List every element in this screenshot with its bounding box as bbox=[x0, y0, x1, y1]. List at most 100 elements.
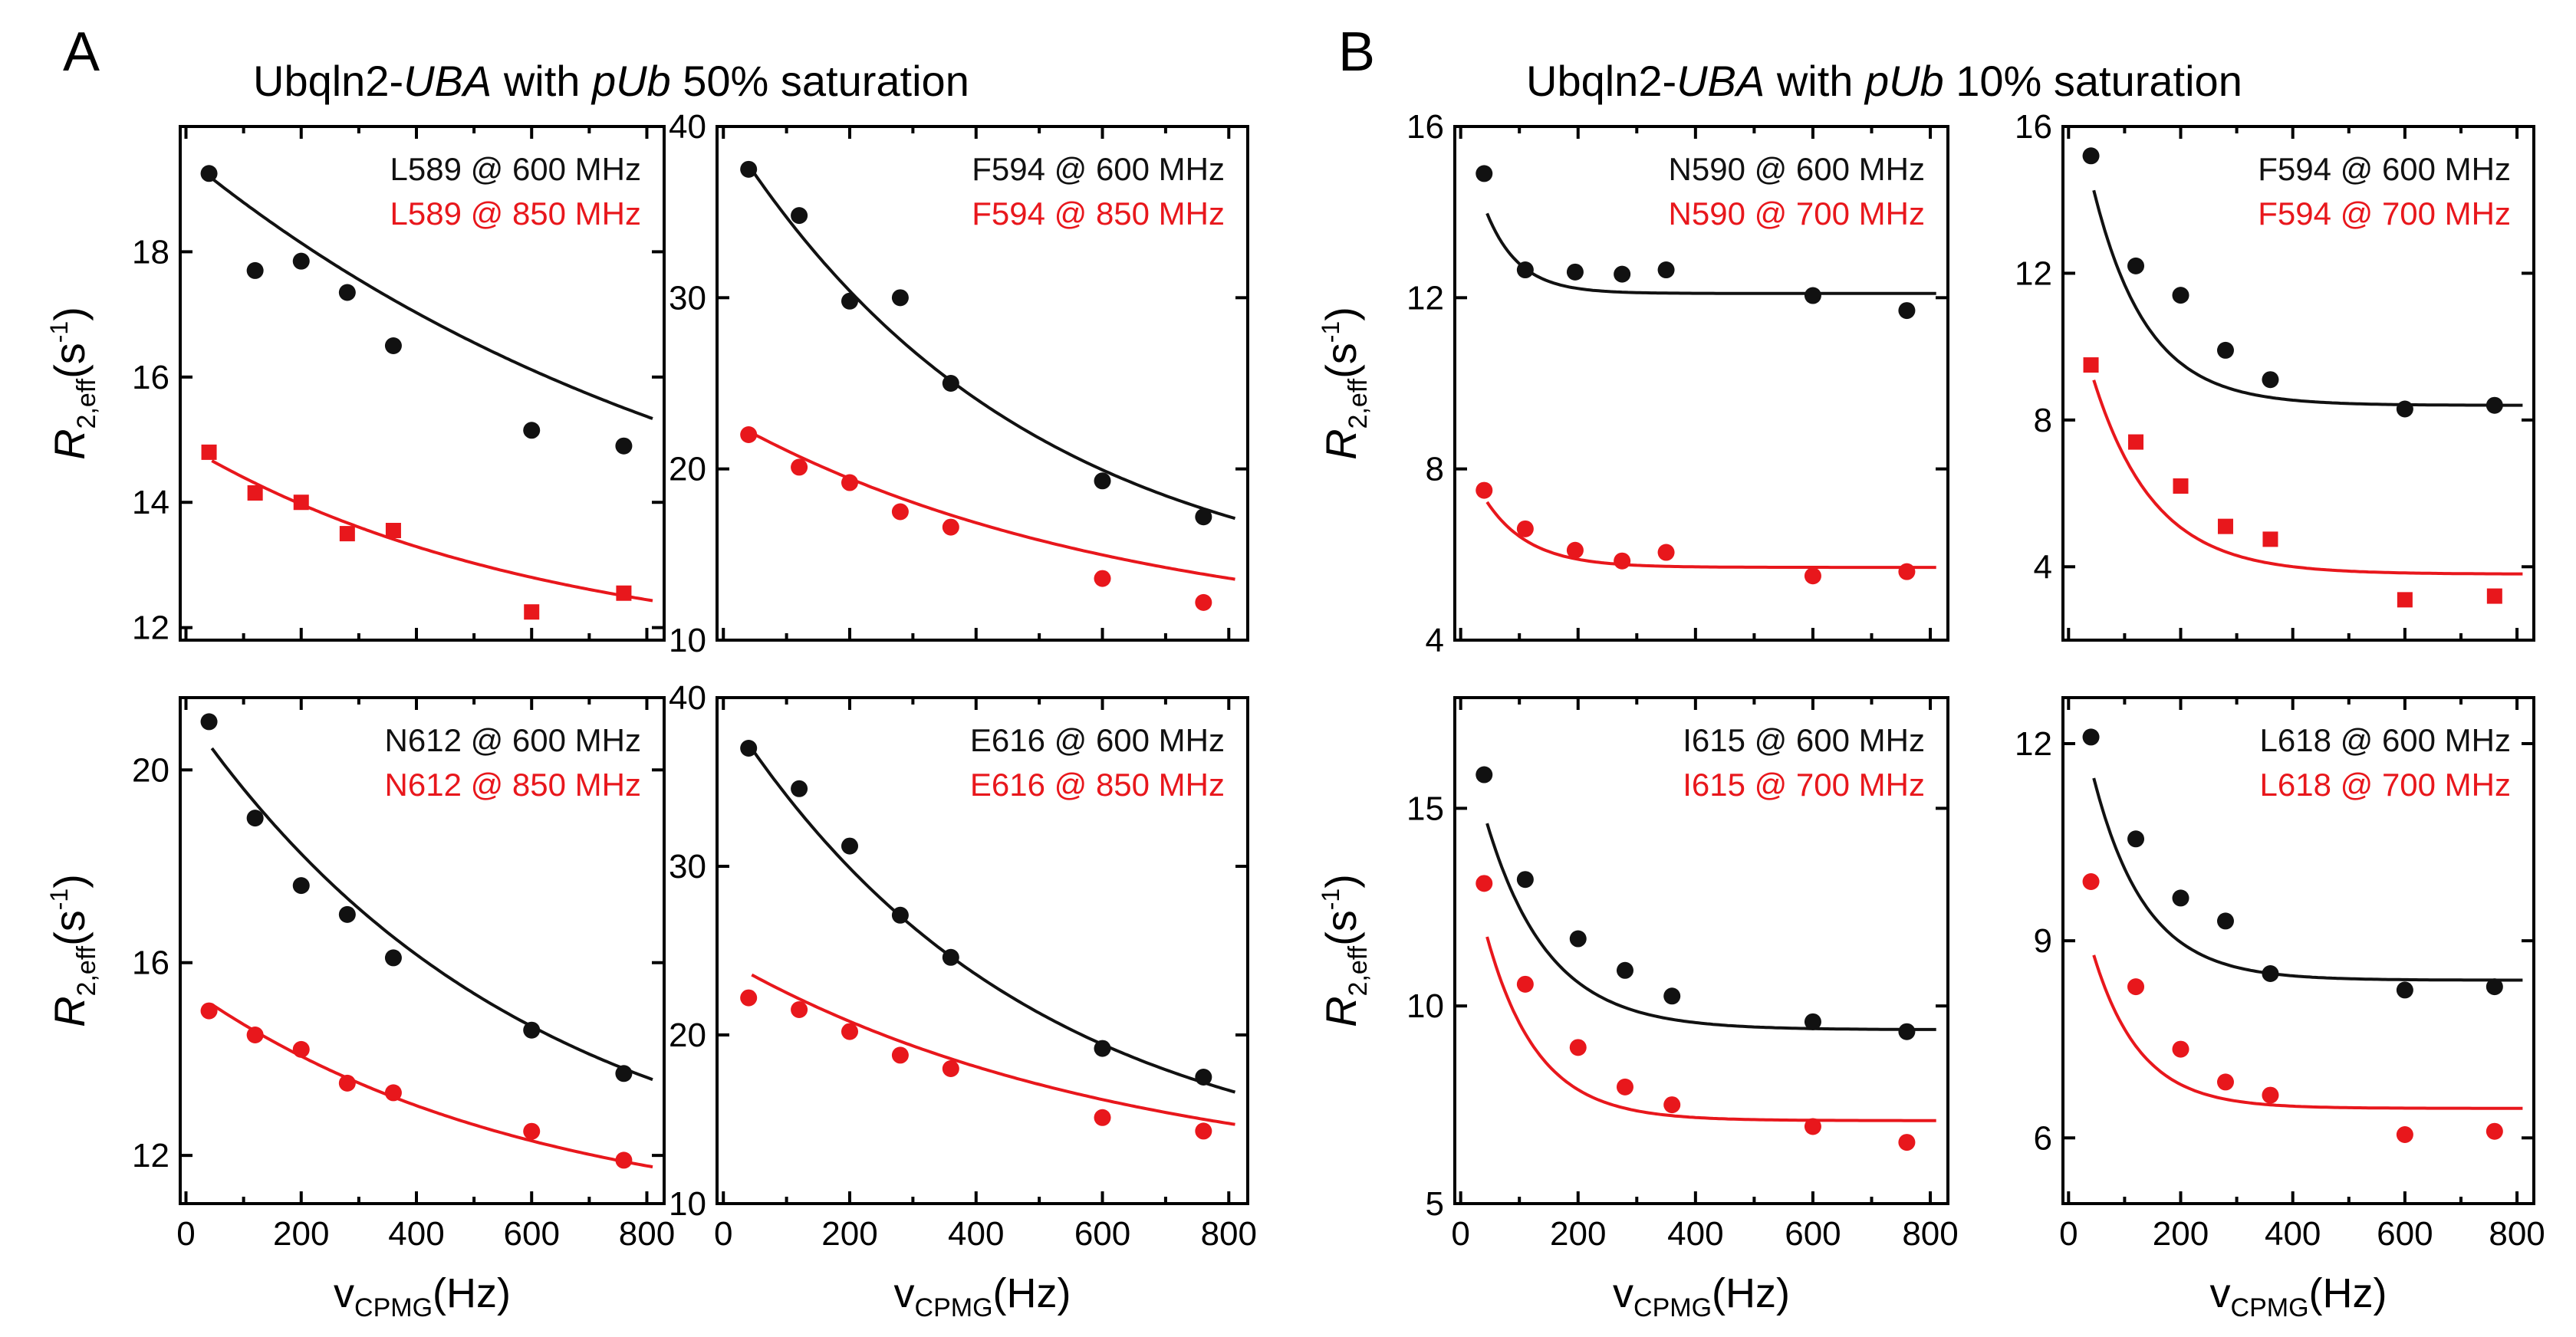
legend-entry: E616 @ 600 MHz bbox=[970, 722, 1225, 758]
x-tick-label: 600 bbox=[1785, 1215, 1841, 1253]
data-point bbox=[293, 494, 309, 511]
y-axis-label: R2,eff(s-1) bbox=[45, 307, 101, 460]
y-tick-label: 10 bbox=[1406, 987, 1444, 1025]
data-point bbox=[615, 1151, 633, 1169]
panel-letter-b: B bbox=[1338, 21, 1375, 83]
data-point bbox=[2396, 1126, 2413, 1143]
legend-entry: N590 @ 600 MHz bbox=[1669, 151, 1925, 187]
subplot-n612-4: 0 200 400 600 800 12 16 20 N612 @ 600 MHz N612 @ … bbox=[45, 696, 675, 1322]
data-point bbox=[246, 810, 264, 827]
data-point bbox=[1657, 261, 1675, 279]
data-point bbox=[523, 1122, 541, 1140]
y-tick-label: 4 bbox=[2034, 548, 2052, 586]
y-tick-label: 12 bbox=[2015, 725, 2052, 763]
data-point bbox=[1566, 263, 1584, 281]
subplot-l589-0: 12 14 16 18 L589 @ 600 MHz L589 @ 850 MHz R2,e… bbox=[45, 125, 666, 647]
y-axis-label-part: R bbox=[45, 429, 94, 459]
data-point bbox=[2397, 592, 2413, 608]
data-point bbox=[2173, 478, 2189, 494]
data-point bbox=[1663, 987, 1681, 1005]
subplot-f594-3: 4 8 12 16 F594 @ 600 MHz F594 @ 700 MHz bbox=[2015, 108, 2535, 642]
data-point bbox=[740, 426, 758, 443]
plot-frame bbox=[2061, 696, 2535, 1205]
data-point bbox=[1614, 552, 1631, 570]
x-tick-label: 600 bbox=[1074, 1215, 1130, 1253]
data-point bbox=[1898, 302, 1916, 320]
x-axis-label-part: v bbox=[1613, 1270, 1633, 1316]
legend-entry: L589 @ 600 MHz bbox=[390, 151, 641, 187]
y-axis-label: R2,eff(s-1) bbox=[45, 874, 101, 1027]
data-point bbox=[841, 292, 858, 310]
panel-title-b: Ubqln2-UBA with pUb 10% saturation bbox=[1526, 57, 2242, 105]
data-point bbox=[523, 1021, 541, 1039]
y-tick-label: 30 bbox=[669, 848, 706, 885]
data-point bbox=[292, 877, 310, 895]
legend-entry: F594 @ 600 MHz bbox=[2258, 151, 2511, 187]
y-axis-label: R2,eff(s-1) bbox=[1317, 307, 1373, 460]
data-point bbox=[1569, 930, 1587, 948]
panel-title-a-uba: UBA bbox=[403, 57, 492, 105]
data-point bbox=[2082, 873, 2100, 890]
data-point bbox=[1898, 1134, 1916, 1151]
data-point bbox=[246, 1027, 264, 1043]
data-point bbox=[339, 526, 355, 542]
data-point bbox=[1476, 165, 1493, 182]
y-axis-label-part: R bbox=[45, 996, 94, 1027]
x-axis-label-part: (Hz) bbox=[1712, 1270, 1790, 1316]
data-point bbox=[1094, 570, 1111, 587]
data-point bbox=[246, 261, 264, 279]
y-tick-label: 40 bbox=[669, 679, 706, 717]
subplot-f594-1: 10 20 30 40 F594 @ 600 MHz F594 @ 850 MHz bbox=[669, 108, 1249, 659]
data-point bbox=[2127, 830, 2145, 848]
y-tick-label: 8 bbox=[2034, 402, 2052, 439]
data-point bbox=[1094, 1040, 1111, 1057]
data-point bbox=[891, 289, 909, 307]
x-tick-label: 400 bbox=[388, 1215, 444, 1253]
y-tick-label: 15 bbox=[1406, 790, 1444, 827]
data-point bbox=[2262, 531, 2278, 547]
panel-title-a-post: 50% saturation bbox=[671, 57, 969, 105]
data-point bbox=[1476, 875, 1493, 892]
y-tick-label: 12 bbox=[1406, 279, 1444, 317]
x-tick-label: 0 bbox=[2059, 1215, 2078, 1253]
legend-entry: E616 @ 850 MHz bbox=[970, 767, 1225, 803]
data-point bbox=[2486, 1122, 2503, 1140]
y-tick-label: 10 bbox=[669, 1185, 706, 1223]
data-point bbox=[2486, 396, 2503, 414]
panel-title-a-pub: pUb bbox=[591, 57, 671, 105]
legend-entry: N590 @ 700 MHz bbox=[1669, 195, 1925, 232]
x-axis-label: vCPMG(Hz) bbox=[894, 1270, 1071, 1322]
data-point bbox=[1195, 1069, 1212, 1086]
plot-frame bbox=[179, 125, 666, 642]
x-tick-label: 0 bbox=[176, 1215, 195, 1253]
y-tick-label: 10 bbox=[669, 622, 706, 659]
y-axis-label-part: -1 bbox=[45, 321, 73, 343]
y-axis-label-part: 2,eff bbox=[1344, 378, 1373, 429]
y-tick-label: 18 bbox=[132, 233, 169, 271]
data-point bbox=[338, 284, 356, 301]
data-point bbox=[942, 1060, 959, 1077]
data-point bbox=[385, 523, 401, 539]
x-tick-label: 800 bbox=[1902, 1215, 1958, 1253]
data-point bbox=[201, 444, 217, 460]
data-point bbox=[1476, 481, 1493, 499]
x-tick-label: 400 bbox=[948, 1215, 1004, 1253]
x-axis-label-part: v bbox=[2210, 1270, 2231, 1316]
plot-frame bbox=[1453, 125, 1949, 642]
panel-title-a-pre: Ubqln2- bbox=[253, 57, 403, 105]
subplot-i615-6: 0 200 400 600 800 5 10 15 I615 @ 600 MHz I615 @ 7… bbox=[1317, 696, 1959, 1322]
subplot-l618-7: 0 200 400 600 800 6 9 12 L618 @ 600 MHz L618 @ 70… bbox=[2015, 696, 2545, 1322]
data-point bbox=[891, 906, 909, 924]
y-tick-label: 12 bbox=[132, 609, 169, 647]
x-axis-label-part: CPMG bbox=[2231, 1293, 2309, 1322]
data-point bbox=[1804, 287, 1821, 304]
y-axis-label-part: ) bbox=[45, 307, 94, 321]
data-point bbox=[292, 252, 310, 270]
data-point bbox=[2396, 981, 2413, 999]
data-point bbox=[2128, 434, 2144, 450]
data-point bbox=[384, 337, 402, 354]
data-point bbox=[2262, 1086, 2279, 1104]
y-axis-label-part: -1 bbox=[1317, 321, 1344, 343]
data-point bbox=[1657, 544, 1675, 561]
